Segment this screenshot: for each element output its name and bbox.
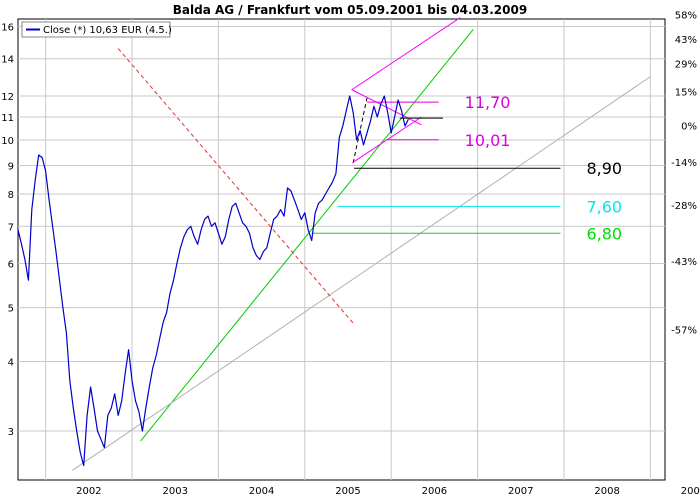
right-axis-label: 15% bbox=[675, 87, 697, 98]
right-axis-label: -28% bbox=[671, 201, 697, 212]
legend-label: Close (*) 10,63 EUR (4.5.) bbox=[43, 25, 172, 36]
x-tick-label: 2002 bbox=[76, 486, 101, 497]
plot-frame bbox=[17, 18, 666, 481]
x-tick-label: 2006 bbox=[422, 486, 447, 497]
right-axis-label: -43% bbox=[671, 257, 697, 268]
y-tick-label: 16 bbox=[1, 22, 14, 33]
level-label: 6,80 bbox=[586, 224, 622, 243]
level-label: 8,90 bbox=[586, 159, 622, 178]
legend-box bbox=[21, 21, 171, 38]
level-label: 11,70 bbox=[465, 93, 511, 112]
level-label: 10,01 bbox=[465, 131, 511, 150]
right-axis-label: 0% bbox=[681, 121, 697, 132]
level-label: 7,60 bbox=[586, 197, 622, 216]
y-tick-label: 7 bbox=[8, 222, 14, 233]
x-tick-label: 2008 bbox=[594, 486, 619, 497]
right-axis-label: 72% bbox=[675, 0, 697, 1]
y-tick-label: 11 bbox=[1, 113, 14, 124]
right-axis-label: 29% bbox=[675, 60, 697, 71]
right-axis-label: -14% bbox=[671, 158, 697, 169]
x-tick-label: 2007 bbox=[508, 486, 533, 497]
trendline bbox=[72, 76, 651, 471]
x-tick-label: 2009 bbox=[681, 486, 700, 497]
trendline bbox=[117, 48, 356, 326]
y-tick-label: 8 bbox=[8, 190, 14, 201]
x-tick-label: 2005 bbox=[335, 486, 360, 497]
y-tick-label: 5 bbox=[8, 304, 14, 315]
y-tick-label: 10 bbox=[1, 136, 14, 147]
right-axis-label: -57% bbox=[671, 325, 697, 336]
y-tick-label: 4 bbox=[8, 358, 14, 369]
y-tick-label: 6 bbox=[8, 260, 14, 271]
right-axis-label: 43% bbox=[675, 35, 697, 46]
right-axis-label: 58% bbox=[675, 11, 697, 22]
y-tick-label: 12 bbox=[1, 92, 14, 103]
trendline bbox=[140, 29, 474, 442]
y-tick-label: 3 bbox=[8, 427, 14, 438]
x-tick-label: 2004 bbox=[249, 486, 274, 497]
chart-title: Balda AG / Frankfurt vom 05.09.2001 bis … bbox=[173, 3, 527, 17]
x-tick-label: 2003 bbox=[162, 486, 187, 497]
y-tick-label: 9 bbox=[8, 162, 14, 173]
y-tick-label: 14 bbox=[1, 55, 14, 66]
price-series-line bbox=[17, 95, 409, 467]
trendline bbox=[351, 17, 461, 91]
